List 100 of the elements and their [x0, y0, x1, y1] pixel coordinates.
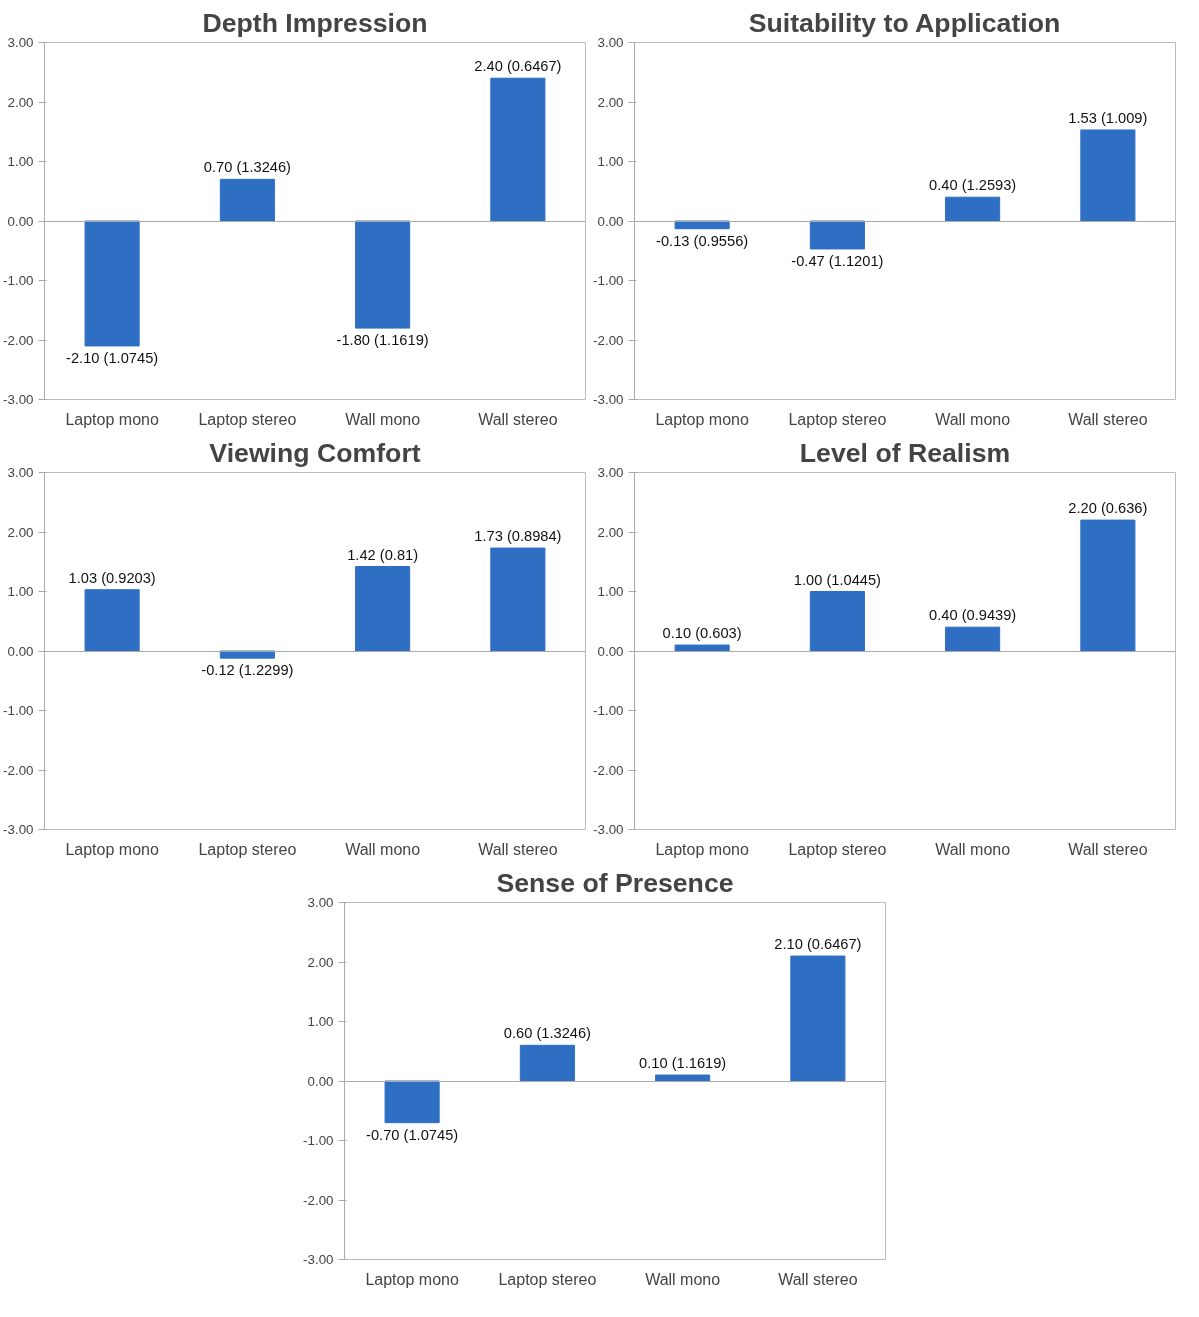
bar	[219, 178, 275, 222]
x-tick-label: Wall stereo	[778, 1270, 858, 1288]
y-tick-label: 0.00	[7, 213, 34, 229]
x-tick-label: Wall stereo	[1068, 840, 1148, 858]
y-tick-label: -3.00	[3, 822, 34, 837]
y-tick-label: 3.00	[597, 465, 624, 480]
y-tick-label: 1.00	[307, 1014, 334, 1029]
y-tick-label: -2.00	[3, 762, 34, 778]
y-tick-label: -2.00	[593, 762, 624, 778]
y-tick-label: 2.00	[7, 94, 34, 110]
chart-title: Depth Impression	[202, 7, 428, 38]
y-tick-label: 2.00	[597, 524, 624, 540]
bar	[655, 1074, 711, 1082]
bar	[674, 220, 730, 230]
y-tick-label: 2.00	[597, 94, 624, 110]
data-label: 0.40 (1.2593)	[929, 177, 1017, 194]
x-tick-label: Laptop mono	[655, 410, 749, 428]
y-tick-label: -2.00	[303, 1192, 334, 1208]
y-tick-label: 1.00	[597, 154, 624, 169]
y-tick-label: -1.00	[3, 703, 34, 718]
data-label: 1.00 (1.0445)	[793, 571, 881, 588]
y-tick-label: -1.00	[593, 273, 624, 288]
data-label: 2.10 (0.6467)	[774, 936, 862, 953]
y-tick-label: 0.00	[597, 643, 624, 659]
bar	[674, 644, 730, 652]
x-tick-label: Laptop stereo	[788, 410, 887, 428]
data-label: -1.80 (1.1619)	[336, 332, 429, 349]
chart-title: Suitability to Application	[748, 7, 1061, 38]
y-tick-label: -1.00	[593, 703, 624, 718]
bar	[790, 955, 846, 1082]
y-tick-label: -3.00	[303, 1252, 334, 1267]
x-tick-label: Wall stereo	[478, 840, 558, 858]
data-label: 0.10 (0.603)	[662, 625, 742, 642]
bar	[1080, 129, 1136, 222]
y-tick-label: 2.00	[307, 954, 334, 970]
x-tick-label: Wall mono	[645, 1270, 721, 1288]
y-tick-label: -3.00	[3, 392, 34, 407]
x-tick-label: Wall mono	[345, 840, 421, 858]
data-label: 1.53 (1.009)	[1068, 109, 1148, 126]
y-tick-label: 3.00	[7, 35, 34, 50]
bar	[490, 77, 546, 222]
x-tick-label: Wall mono	[935, 410, 1011, 428]
data-label: 2.40 (0.6467)	[474, 58, 562, 75]
x-tick-label: Laptop mono	[65, 410, 159, 428]
bar	[945, 196, 1001, 222]
y-tick-label: -2.00	[3, 332, 34, 348]
x-tick-label: Wall stereo	[1068, 410, 1148, 428]
chart-title: Viewing Comfort	[209, 437, 421, 468]
bar	[355, 566, 411, 652]
x-tick-label: Laptop stereo	[788, 840, 887, 858]
bar	[809, 591, 865, 652]
data-label: 1.03 (0.9203)	[68, 569, 156, 586]
y-tick-label: -2.00	[593, 332, 624, 348]
x-tick-label: Laptop mono	[365, 1270, 459, 1288]
bar	[384, 1080, 440, 1124]
x-tick-label: Laptop mono	[65, 840, 159, 858]
bar	[490, 547, 546, 652]
data-label: 1.73 (0.8984)	[474, 528, 562, 545]
y-tick-label: -1.00	[3, 273, 34, 288]
x-tick-label: Laptop stereo	[198, 410, 297, 428]
data-label: -0.70 (1.0745)	[366, 1126, 459, 1143]
y-tick-label: 0.00	[7, 643, 34, 659]
y-tick-label: 0.00	[597, 213, 624, 229]
x-tick-label: Wall stereo	[478, 410, 558, 428]
y-tick-label: 1.00	[7, 154, 34, 169]
data-label: -0.12 (1.2299)	[201, 662, 294, 679]
bar	[219, 650, 275, 659]
data-label: 0.10 (1.1619)	[639, 1055, 727, 1072]
y-tick-label: 2.00	[7, 524, 34, 540]
y-tick-label: -3.00	[593, 822, 624, 837]
data-label: -0.47 (1.1201)	[791, 252, 884, 269]
y-tick-label: 3.00	[597, 35, 624, 50]
chart-title: Level of Realism	[799, 437, 1011, 468]
x-tick-label: Laptop stereo	[498, 1270, 597, 1288]
x-tick-label: Laptop mono	[655, 840, 749, 858]
x-tick-label: Laptop stereo	[198, 840, 297, 858]
data-label: 0.40 (0.9439)	[929, 607, 1017, 624]
data-label: 1.42 (0.81)	[347, 546, 419, 563]
bar	[519, 1044, 575, 1082]
data-label: 2.20 (0.636)	[1068, 500, 1148, 517]
y-tick-label: 1.00	[7, 584, 34, 599]
data-label: 0.60 (1.3246)	[503, 1025, 591, 1042]
chart-title: Sense of Presence	[496, 867, 734, 898]
bar	[355, 220, 411, 329]
data-label: 0.70 (1.3246)	[203, 159, 291, 176]
bar	[1080, 519, 1136, 652]
bar	[945, 626, 1001, 652]
y-tick-label: 0.00	[307, 1073, 334, 1089]
y-tick-label: -3.00	[593, 392, 624, 407]
data-label: -0.13 (0.9556)	[656, 232, 749, 249]
bar	[84, 220, 140, 347]
y-tick-label: -1.00	[303, 1133, 334, 1148]
y-tick-label: 1.00	[597, 584, 624, 599]
y-tick-label: 3.00	[307, 895, 334, 910]
x-tick-label: Wall mono	[935, 840, 1011, 858]
data-label: -2.10 (1.0745)	[66, 349, 159, 366]
bar	[84, 589, 140, 652]
y-tick-label: 3.00	[7, 465, 34, 480]
x-tick-label: Wall mono	[345, 410, 421, 428]
bar	[809, 220, 865, 250]
